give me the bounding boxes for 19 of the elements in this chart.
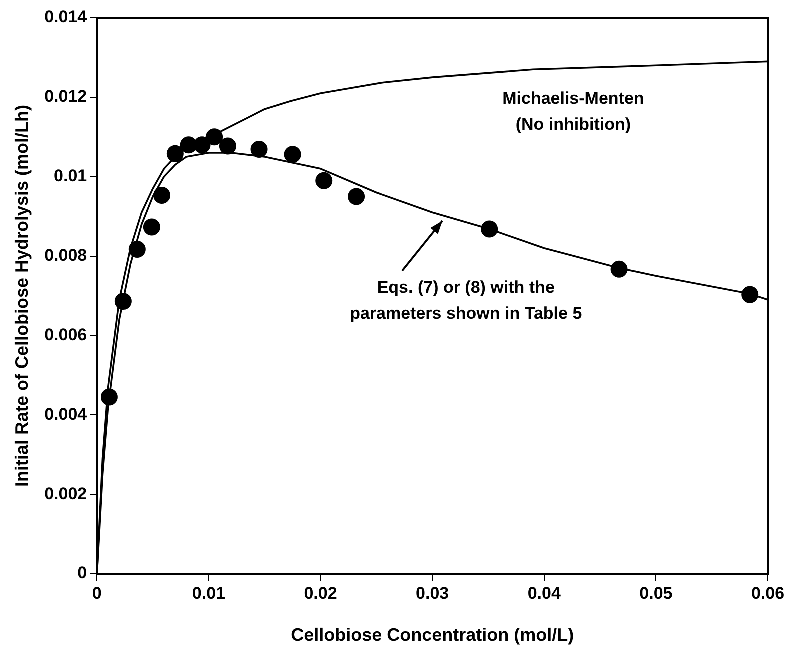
y-tick-label: 0.012 xyxy=(44,87,88,106)
x-tick-label: 0 xyxy=(92,584,102,603)
x-tick-label: 0.04 xyxy=(528,584,562,603)
annotation: Michaelis-Menten (No inhibition) xyxy=(502,89,644,134)
x-tick-label: 0.05 xyxy=(640,584,673,603)
y-tick-label: 0.002 xyxy=(44,484,88,504)
y-tick-label: 0.006 xyxy=(44,325,88,344)
y-tick-label: 0.014 xyxy=(44,8,88,27)
y-tick-label: 0.01 xyxy=(54,166,88,186)
y-tick-label: 0.008 xyxy=(44,246,88,265)
x-tick-label: 0.06 xyxy=(751,584,785,603)
x-tick-label: 0.03 xyxy=(416,584,450,603)
annotation: Eqs. (7) or (8) with the parameters shown in Table 5 xyxy=(350,278,582,324)
x-axis-title: Cellobiose Concentration (mol/L) xyxy=(291,625,574,646)
y-tick-label: 0.004 xyxy=(44,404,88,424)
x-tick-label: 0.02 xyxy=(304,584,338,603)
y-tick-label: 0 xyxy=(78,564,88,583)
x-tick-label: 0.01 xyxy=(192,584,226,603)
y-axis-title: Initial Rate of Cellobiose Hydrolysis (mol/Lh) xyxy=(12,104,32,488)
